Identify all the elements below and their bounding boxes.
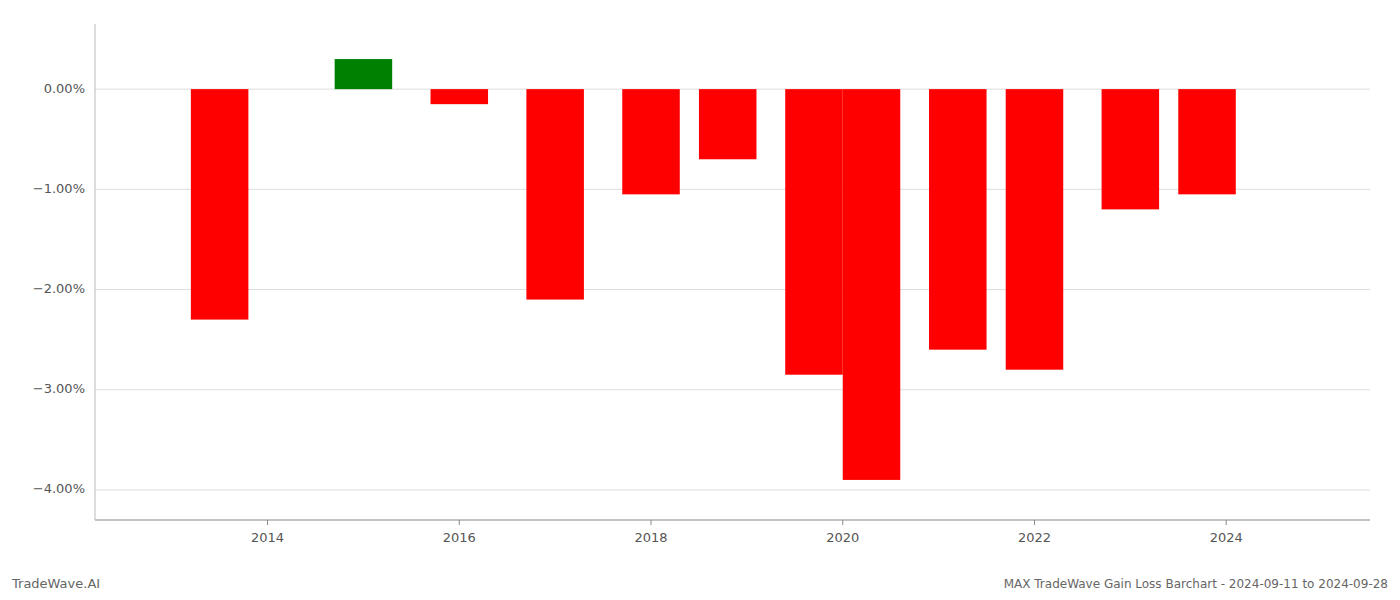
x-tick [1034, 520, 1035, 525]
x-axis: 2014 2016 2018 2020 2022 2024 [251, 520, 1243, 545]
grid [95, 89, 1370, 490]
bar [785, 89, 843, 375]
y-tick-label: −4.00% [33, 481, 85, 496]
footer-text: MAX TradeWave Gain Loss Barchart - 2024-… [1004, 577, 1388, 591]
y-tick-label: 0.00% [44, 81, 85, 96]
bars [191, 59, 1236, 480]
x-tick-label: 2014 [251, 530, 284, 545]
chart: 0.00%−1.00%−2.00%−3.00%−4.00%20142016201… [0, 0, 1400, 600]
x-tick [842, 520, 843, 525]
x-tick [459, 520, 460, 525]
x-tick-label: 2018 [634, 530, 667, 545]
y-tick-label: −2.00% [33, 281, 85, 296]
grid-line [95, 389, 1370, 390]
x-tick-label: 2020 [826, 530, 859, 545]
y-axis: 0.00% −1.00% −2.00% −3.00% −4.00% [33, 81, 85, 497]
x-tick [651, 520, 652, 525]
bar [699, 89, 757, 159]
x-axis-line [95, 519, 1370, 520]
grid-line [95, 489, 1370, 490]
y-axis-line [95, 24, 96, 520]
bar [622, 89, 680, 194]
bar [929, 89, 987, 350]
bar [843, 89, 901, 480]
x-tick-label: 2024 [1210, 530, 1243, 545]
bar [526, 89, 584, 299]
x-tick [267, 520, 268, 525]
y-tick-label: −3.00% [33, 381, 85, 396]
y-tick-label: −1.00% [33, 181, 85, 196]
background [0, 0, 1400, 600]
bar [1006, 89, 1064, 370]
x-tick-label: 2016 [443, 530, 476, 545]
bar [191, 89, 249, 319]
bar [1178, 89, 1236, 194]
bar [431, 89, 489, 104]
grid-line [95, 289, 1370, 290]
x-tick-label: 2022 [1018, 530, 1051, 545]
bar [1102, 89, 1160, 209]
x-tick [1226, 520, 1227, 525]
footer-text: TradeWave.AI [11, 576, 100, 591]
bar [335, 59, 393, 89]
